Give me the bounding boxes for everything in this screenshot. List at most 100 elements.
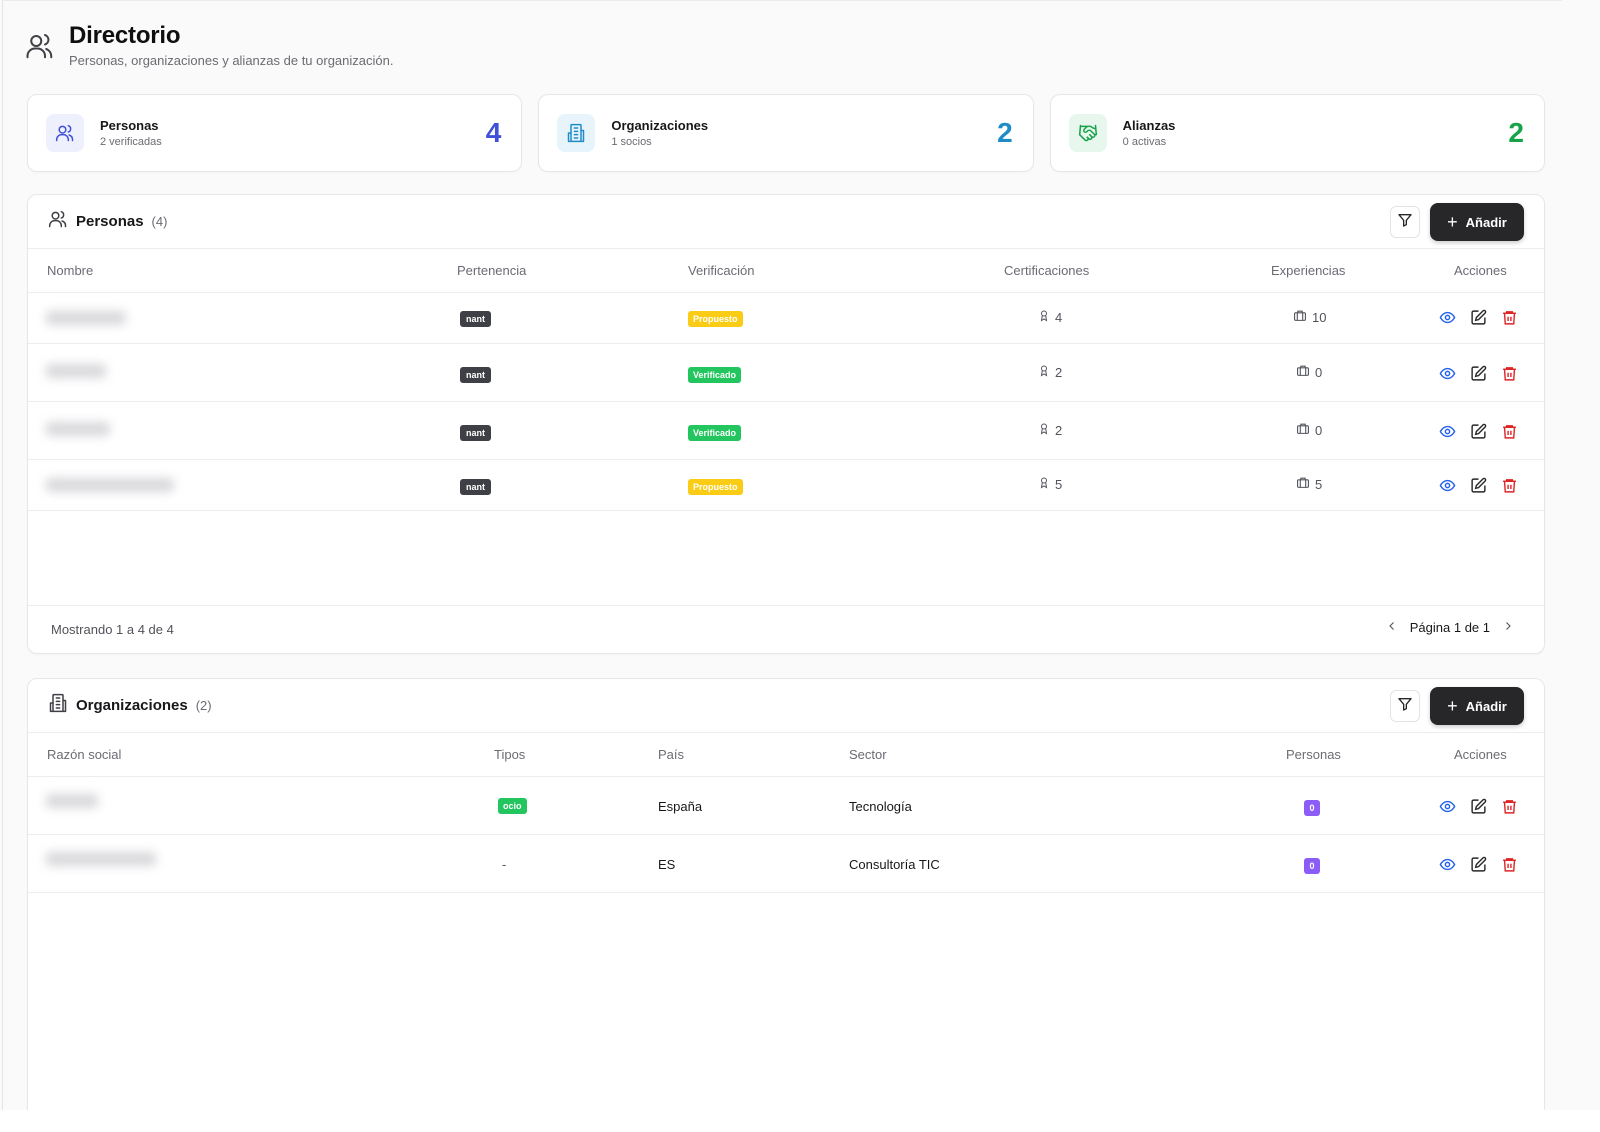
delete-icon[interactable] (1500, 422, 1518, 440)
plus-icon: + (1447, 212, 1458, 232)
stat-label: Organizaciones (611, 118, 709, 133)
add-label: Añadir (1465, 698, 1507, 714)
table-row[interactable]: nant Propuesto 5 5 (28, 460, 1544, 511)
users-icon (48, 209, 68, 234)
showing-text: Mostrando 1 a 4 de 4 (51, 622, 174, 637)
delete-icon[interactable] (1500, 855, 1518, 873)
table-row[interactable]: nant Verificado 2 0 (28, 402, 1544, 460)
table-row[interactable]: nant Verificado 2 0 (28, 344, 1544, 402)
handshake-icon (1068, 114, 1107, 152)
delete-icon[interactable] (1500, 364, 1518, 382)
row-actions (1438, 855, 1518, 873)
experiences-value: 5 (1315, 476, 1323, 492)
briefcase-icon (1296, 476, 1310, 492)
personas-count-badge: 0 (1304, 800, 1320, 816)
page-subtitle: Personas, organizaciones y alianzas de t… (69, 53, 394, 68)
users-icon (25, 31, 55, 61)
row-actions (1438, 476, 1518, 494)
table-header: Nombre Pertenencia Verificación Certific… (28, 249, 1544, 293)
delete-icon[interactable] (1500, 797, 1518, 815)
briefcase-icon (1296, 422, 1310, 438)
view-icon[interactable] (1438, 476, 1456, 494)
stat-sub: 0 activas (1122, 136, 1167, 148)
blurred-name (46, 852, 156, 866)
column-header[interactable]: Nombre (47, 263, 94, 278)
briefcase-icon (1296, 364, 1310, 380)
column-header[interactable]: Certificaciones (1004, 263, 1090, 278)
table-footer: Mostrando 1 a 4 de 4 Página 1 de 1 (28, 605, 1544, 651)
table-row[interactable]: nant Propuesto 4 10 (28, 293, 1544, 344)
row-actions (1438, 422, 1518, 440)
pertenencia-badge: nant (460, 367, 491, 383)
experiences-value: 10 (1312, 309, 1327, 325)
column-header[interactable]: Verificación (688, 263, 755, 278)
verification-badge: Propuesto (688, 311, 743, 327)
view-icon[interactable] (1438, 422, 1456, 440)
delete-icon[interactable] (1500, 308, 1518, 326)
certifications-cell: 2 (1038, 364, 1062, 380)
add-persona-button[interactable]: + Añadir (1430, 203, 1524, 241)
stat-label: Personas (100, 118, 159, 133)
column-header[interactable]: Sector (849, 747, 887, 762)
add-label: Añadir (1465, 214, 1507, 230)
edit-icon[interactable] (1469, 422, 1487, 440)
award-icon (1038, 364, 1050, 380)
certifications-cell: 5 (1038, 476, 1062, 492)
filter-button[interactable] (1390, 206, 1420, 238)
award-icon (1038, 309, 1050, 325)
personas-card: Personas (4) + Añadir Nombre Pertenencia… (27, 194, 1545, 654)
column-header[interactable]: Razón social (47, 747, 122, 762)
edit-icon[interactable] (1469, 308, 1487, 326)
pertenencia-badge: nant (460, 425, 491, 441)
column-header[interactable]: Experiencias (1271, 263, 1346, 278)
column-header[interactable]: Tipos (494, 747, 526, 762)
delete-icon[interactable] (1500, 476, 1518, 494)
building-icon (557, 114, 596, 152)
experiences-value: 0 (1315, 364, 1323, 380)
chevron-left-icon[interactable] (1386, 620, 1398, 635)
edit-icon[interactable] (1469, 476, 1487, 494)
filter-button[interactable] (1390, 690, 1420, 722)
page-header: Directorio Personas, organizaciones y al… (25, 21, 393, 68)
view-icon[interactable] (1438, 308, 1456, 326)
add-organization-button[interactable]: + Añadir (1430, 687, 1524, 725)
filter-icon (1397, 696, 1413, 717)
sector-cell: Consultoría TIC (849, 857, 940, 872)
certifications-cell: 4 (1038, 309, 1062, 325)
blurred-name (46, 422, 110, 436)
pertenencia-badge: nant (460, 479, 491, 495)
stat-value: 2 (1508, 117, 1524, 148)
edit-icon[interactable] (1469, 855, 1487, 873)
column-header[interactable]: Personas (1286, 747, 1341, 762)
bottom-strip (0, 1110, 1600, 1132)
stats-row: Personas 2 verificadas 4 Organizaciones … (27, 94, 1545, 172)
verification-badge: Propuesto (688, 479, 743, 495)
table-row[interactable]: ocio España Tecnología 0 (28, 777, 1544, 835)
edit-icon[interactable] (1469, 797, 1487, 815)
personas-count-badge: 0 (1304, 858, 1320, 874)
experiences-cell: 5 (1296, 476, 1322, 492)
edit-icon[interactable] (1469, 364, 1487, 382)
view-icon[interactable] (1438, 364, 1456, 382)
table-header: Razón social Tipos País Sector Personas … (28, 733, 1544, 777)
blurred-name (46, 311, 126, 325)
column-header[interactable]: Pertenencia (457, 263, 527, 278)
column-header: Acciones (1454, 263, 1507, 278)
table-row[interactable]: - ES Consultoría TIC 0 (28, 835, 1544, 893)
view-icon[interactable] (1438, 855, 1456, 873)
stat-card-personas[interactable]: Personas 2 verificadas 4 (27, 94, 523, 172)
experiences-value: 0 (1315, 422, 1323, 438)
experiences-cell: 10 (1293, 309, 1326, 325)
award-icon (1038, 476, 1050, 492)
award-icon (1038, 422, 1050, 438)
filter-icon (1397, 212, 1413, 233)
view-icon[interactable] (1438, 797, 1456, 815)
column-header[interactable]: País (658, 747, 685, 762)
chevron-right-icon[interactable] (1502, 620, 1514, 635)
stat-card-organizaciones[interactable]: Organizaciones 1 socios 2 (538, 94, 1034, 172)
stat-card-alianzas[interactable]: Alianzas 0 activas 2 (1049, 94, 1545, 172)
stat-sub: 2 verificadas (100, 136, 162, 148)
section-title: Organizaciones (76, 697, 188, 714)
certifications-value: 5 (1055, 476, 1063, 492)
experiences-cell: 0 (1296, 422, 1322, 438)
